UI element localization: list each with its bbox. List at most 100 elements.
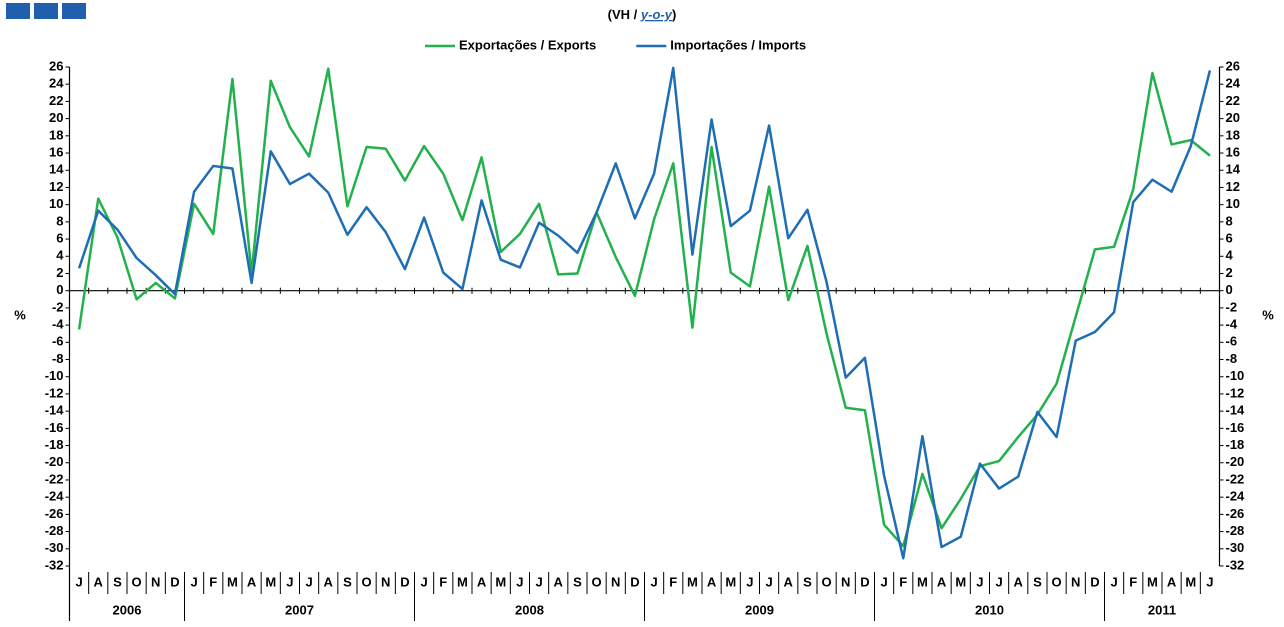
x-tick-label: N — [151, 574, 160, 589]
y2-tick-label: -30 — [1226, 540, 1245, 555]
y-tick-label: 20 — [49, 110, 63, 125]
x-tick-label: S — [113, 574, 122, 589]
title-emphasis: y-o-y — [640, 7, 673, 22]
y2-tick-label: 12 — [1226, 179, 1240, 194]
x-tick-label: N — [1071, 574, 1080, 589]
y2-tick-label: -24 — [1226, 489, 1246, 504]
y2-tick-label: 2 — [1226, 265, 1233, 280]
x-tick-label: O — [822, 574, 832, 589]
y-tick-label: 4 — [56, 248, 64, 263]
year-label: 2006 — [113, 602, 142, 617]
legend-label: Exportações / Exports — [459, 37, 596, 52]
x-tick-label: J — [190, 574, 197, 589]
x-tick-label: J — [650, 574, 657, 589]
y-tick-label: -14 — [45, 403, 65, 418]
y2-tick-label: 16 — [1226, 144, 1240, 159]
x-tick-label: J — [535, 574, 542, 589]
x-tick-label: A — [707, 574, 717, 589]
series-line — [77, 67, 1211, 548]
year-label: 2009 — [745, 602, 774, 617]
x-tick-label: O — [132, 574, 142, 589]
x-tick-label: M — [955, 574, 966, 589]
chart-title: (VH / y-o-y) — [608, 7, 677, 22]
x-tick-label: D — [170, 574, 179, 589]
x-tick-label: M — [265, 574, 276, 589]
x-tick-label: J — [75, 574, 82, 589]
x-tick-label: J — [286, 574, 293, 589]
y2-tick-label: -20 — [1226, 454, 1245, 469]
y-tick-label: 24 — [49, 76, 64, 91]
y2-tick-label: -16 — [1226, 420, 1245, 435]
y-tick-label: 8 — [56, 213, 63, 228]
y-tick-label: -32 — [45, 557, 64, 572]
y2-tick-label: -32 — [1226, 557, 1245, 572]
y-tick-label: 18 — [49, 127, 63, 142]
x-tick-label: A — [784, 574, 794, 589]
x-tick-label: D — [630, 574, 639, 589]
y-tick-label: -6 — [52, 334, 64, 349]
y2-tick-label: -12 — [1226, 385, 1245, 400]
y2-tick-label: 20 — [1226, 110, 1240, 125]
x-tick-label: M — [725, 574, 736, 589]
x-tick-label: S — [1033, 574, 1042, 589]
y-tick-label: -4 — [52, 317, 64, 332]
y-tick-label: 6 — [56, 231, 63, 246]
x-tick-label: J — [305, 574, 312, 589]
x-tick-label: J — [976, 574, 983, 589]
y-tick-label: 12 — [49, 179, 63, 194]
logo-block — [34, 3, 58, 19]
x-tick-label: D — [1090, 574, 1099, 589]
y2-tick-label: -8 — [1226, 351, 1238, 366]
x-tick-label: O — [592, 574, 602, 589]
title-suffix: ) — [672, 7, 676, 22]
x-tick-label: A — [937, 574, 947, 589]
y2-tick-label: -22 — [1226, 471, 1245, 486]
x-tick-label: J — [1110, 574, 1117, 589]
x-tick-label: A — [477, 574, 487, 589]
y2-tick-label: 0 — [1226, 282, 1233, 297]
y2-tick-label: 14 — [1226, 162, 1241, 177]
y-tick-label: 2 — [56, 265, 63, 280]
y-tick-label: -18 — [45, 437, 64, 452]
x-tick-label: J — [995, 574, 1002, 589]
x-tick-label: F — [209, 574, 217, 589]
y-tick-label: -24 — [45, 489, 65, 504]
y-tick-label: 16 — [49, 144, 63, 159]
x-tick-label: N — [381, 574, 390, 589]
y-tick-label: -28 — [45, 523, 64, 538]
x-tick-label: A — [247, 574, 257, 589]
x-tick-label: M — [687, 574, 698, 589]
y-tick-label: -2 — [52, 299, 64, 314]
y-tick-label: -20 — [45, 454, 64, 469]
y2-tick-label: 4 — [1226, 248, 1234, 263]
x-tick-label: F — [899, 574, 907, 589]
logo-block — [6, 3, 30, 19]
x-tick-label: A — [554, 574, 564, 589]
y2-axis-label: % — [1262, 307, 1274, 322]
y2-tick-label: -10 — [1226, 368, 1245, 383]
y-tick-label: -16 — [45, 420, 64, 435]
y-axis-label: % — [14, 307, 26, 322]
x-tick-label: J — [516, 574, 523, 589]
x-tick-label: J — [420, 574, 427, 589]
y2-tick-label: 6 — [1226, 231, 1233, 246]
y-tick-label: 0 — [56, 282, 63, 297]
x-tick-label: M — [1185, 574, 1196, 589]
x-tick-label: O — [362, 574, 372, 589]
y-tick-label: 10 — [49, 196, 63, 211]
x-tick-label: S — [573, 574, 582, 589]
y2-tick-label: -4 — [1226, 317, 1238, 332]
x-tick-label: S — [343, 574, 352, 589]
x-tick-label: J — [765, 574, 772, 589]
x-tick-label: N — [611, 574, 620, 589]
x-tick-label: O — [1052, 574, 1062, 589]
year-label: 2010 — [975, 602, 1004, 617]
y-tick-label: -10 — [45, 368, 64, 383]
title-prefix: (VH / — [608, 7, 641, 22]
x-tick-label: F — [439, 574, 447, 589]
y2-tick-label: 10 — [1226, 196, 1240, 211]
x-tick-label: M — [495, 574, 506, 589]
y-tick-label: 26 — [49, 58, 63, 73]
y-tick-label: -12 — [45, 385, 64, 400]
